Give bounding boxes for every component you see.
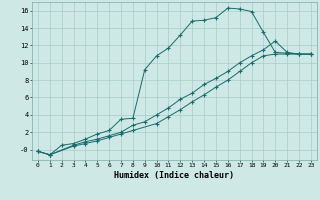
X-axis label: Humidex (Indice chaleur): Humidex (Indice chaleur) xyxy=(115,171,234,180)
